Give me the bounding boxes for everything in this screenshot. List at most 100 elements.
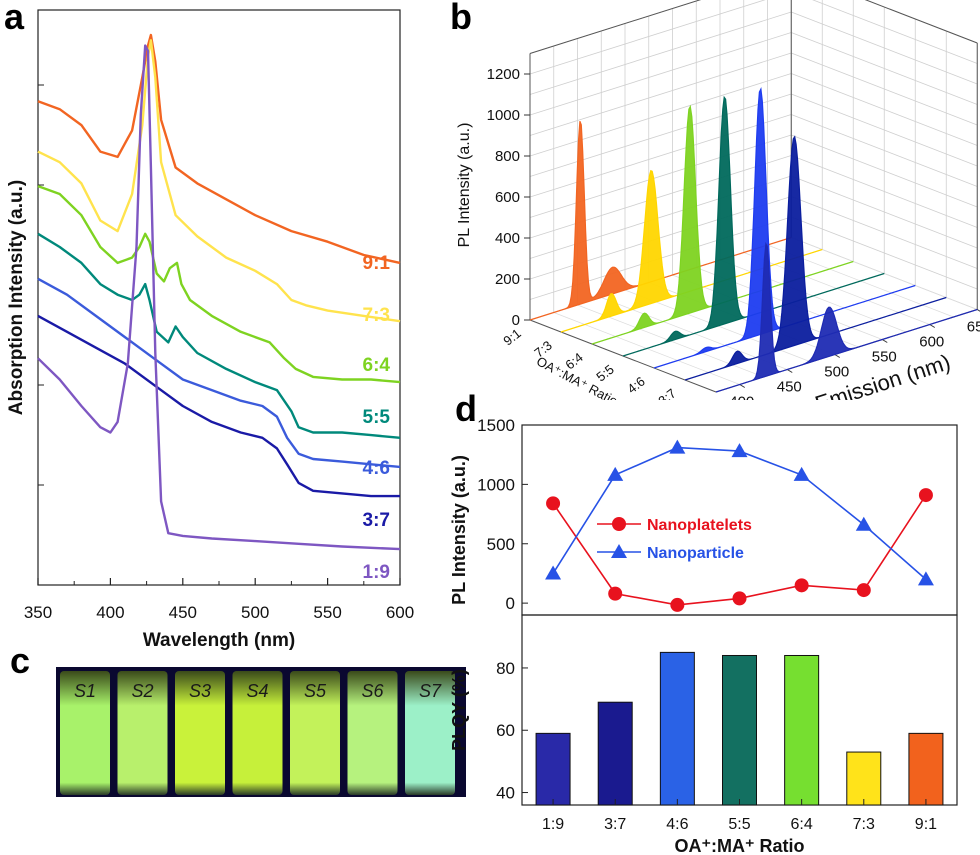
y-tick-label: 1500 — [477, 416, 515, 435]
grid-line — [529, 93, 792, 177]
vial — [290, 671, 340, 795]
series-label: 5:5 — [363, 407, 391, 428]
grid-line — [529, 11, 792, 95]
legend-marker — [611, 544, 627, 558]
y-tick-label: 0 — [506, 594, 515, 613]
data-point — [670, 597, 685, 612]
series-line — [37, 314, 400, 498]
grid-line — [529, 32, 792, 116]
y-tick-label: 9:1 — [500, 326, 523, 349]
legend-marker — [612, 517, 626, 531]
data-point — [855, 516, 872, 531]
bar — [908, 732, 944, 806]
x-tick-label: 400 — [96, 603, 124, 622]
data-point — [669, 439, 686, 454]
grid-line — [529, 52, 792, 136]
z-tick-label: 400 — [495, 230, 520, 247]
data-point — [546, 496, 561, 511]
grid-line — [529, 134, 792, 218]
bar — [659, 651, 695, 806]
data-point — [918, 488, 933, 503]
y-axis-label: PLQY (%) — [449, 669, 469, 751]
z-tick-label: 800 — [495, 148, 520, 165]
x-tick-label: 500 — [241, 603, 269, 622]
x-tick — [929, 324, 936, 328]
data-point — [732, 591, 747, 606]
spectrum-area — [715, 241, 978, 393]
x-axis-label: Wavelength (nm) — [143, 630, 295, 651]
plqy-chart: 0 500 1000 1500 PL Intensity (a.u.) Nanoplate… — [449, 416, 958, 855]
x-tick-label: 600 — [919, 334, 944, 351]
legend-label: Nanoplatelets — [647, 517, 752, 534]
x-axis-label: OA⁺:MA⁺ Ratio — [675, 836, 805, 855]
y-tick-label: 40 — [496, 784, 515, 803]
y-tick-label: 80 — [496, 659, 515, 678]
series-label: 1:9 — [363, 562, 390, 583]
series-label: 6:4 — [363, 355, 391, 376]
data-point — [856, 583, 871, 598]
data-point — [608, 586, 623, 601]
plot-frame — [37, 9, 401, 586]
z-tick-label: 200 — [495, 271, 520, 288]
y-tick-label: 3:7 — [655, 386, 678, 400]
y-axis-label: PL Intensity (a.u.) — [449, 455, 469, 605]
grid-line — [529, 114, 792, 198]
vial — [60, 671, 110, 795]
axis-edge — [529, 0, 702, 54]
grid-line — [529, 73, 792, 157]
bar — [597, 701, 633, 806]
data-point — [917, 571, 934, 586]
bar — [722, 654, 757, 806]
vial-label: S4 — [246, 681, 268, 701]
x-tick — [834, 354, 841, 358]
pl-waterfall-chart: 0 200 400 600 800 1000 1200 PL Intensity (a.u.)… — [456, 0, 980, 401]
z-axis-label: PL Intensity (a.u.) — [456, 123, 473, 248]
y-tick-label: 500 — [487, 535, 515, 554]
panel-label-b: b — [450, 0, 472, 37]
series-line — [37, 184, 401, 384]
series-line — [37, 33, 401, 265]
z-tick-label: 0 — [512, 312, 520, 329]
y-tick-label: 60 — [496, 721, 515, 740]
grid-line — [529, 0, 701, 54]
series-line — [37, 39, 401, 323]
z-tick-label: 1200 — [487, 66, 520, 83]
vial-label: S5 — [304, 681, 327, 701]
legend-label: Nanoparticle — [647, 545, 744, 562]
x-tick-label: 650 — [967, 319, 980, 336]
vial-label: S6 — [361, 681, 384, 701]
x-tick-label: 600 — [386, 603, 414, 622]
x-tick-label: 350 — [24, 603, 52, 622]
series-label: 3:7 — [363, 510, 390, 531]
vial — [405, 671, 455, 795]
x-tick — [881, 339, 888, 343]
panel-label-a: a — [4, 0, 25, 37]
vial — [175, 671, 225, 795]
series-line — [37, 44, 401, 551]
panel-label-c: c — [10, 640, 31, 681]
data-point — [545, 565, 562, 580]
x-tick — [739, 384, 746, 388]
series-line — [37, 232, 401, 439]
vial — [117, 671, 168, 795]
y-tick-label: 4:6 — [624, 374, 647, 397]
series-line — [37, 277, 401, 469]
y-axis-label: Absorption Intensity (a.u.) — [6, 180, 27, 415]
grid-line — [529, 155, 792, 239]
x-tick-label: 6:4 — [791, 816, 813, 833]
vial-label: S2 — [131, 681, 153, 701]
panel-label-d: d — [455, 388, 477, 429]
x-tick-label: 400 — [729, 394, 754, 401]
x-tick-label: 9:1 — [915, 816, 937, 833]
y-tick-label: 5:5 — [593, 362, 616, 385]
x-tick-label: 550 — [872, 349, 897, 366]
series-label: 9:1 — [363, 253, 391, 274]
x-tick-label: 5:5 — [728, 816, 750, 833]
x-tick-label: 4:6 — [666, 816, 688, 833]
x-tick-label: 450 — [777, 379, 802, 396]
spectrum-area — [684, 135, 947, 381]
x-tick-label: 450 — [169, 603, 197, 622]
z-tick-label: 600 — [495, 189, 520, 206]
vial — [232, 671, 283, 795]
bar — [784, 654, 820, 806]
